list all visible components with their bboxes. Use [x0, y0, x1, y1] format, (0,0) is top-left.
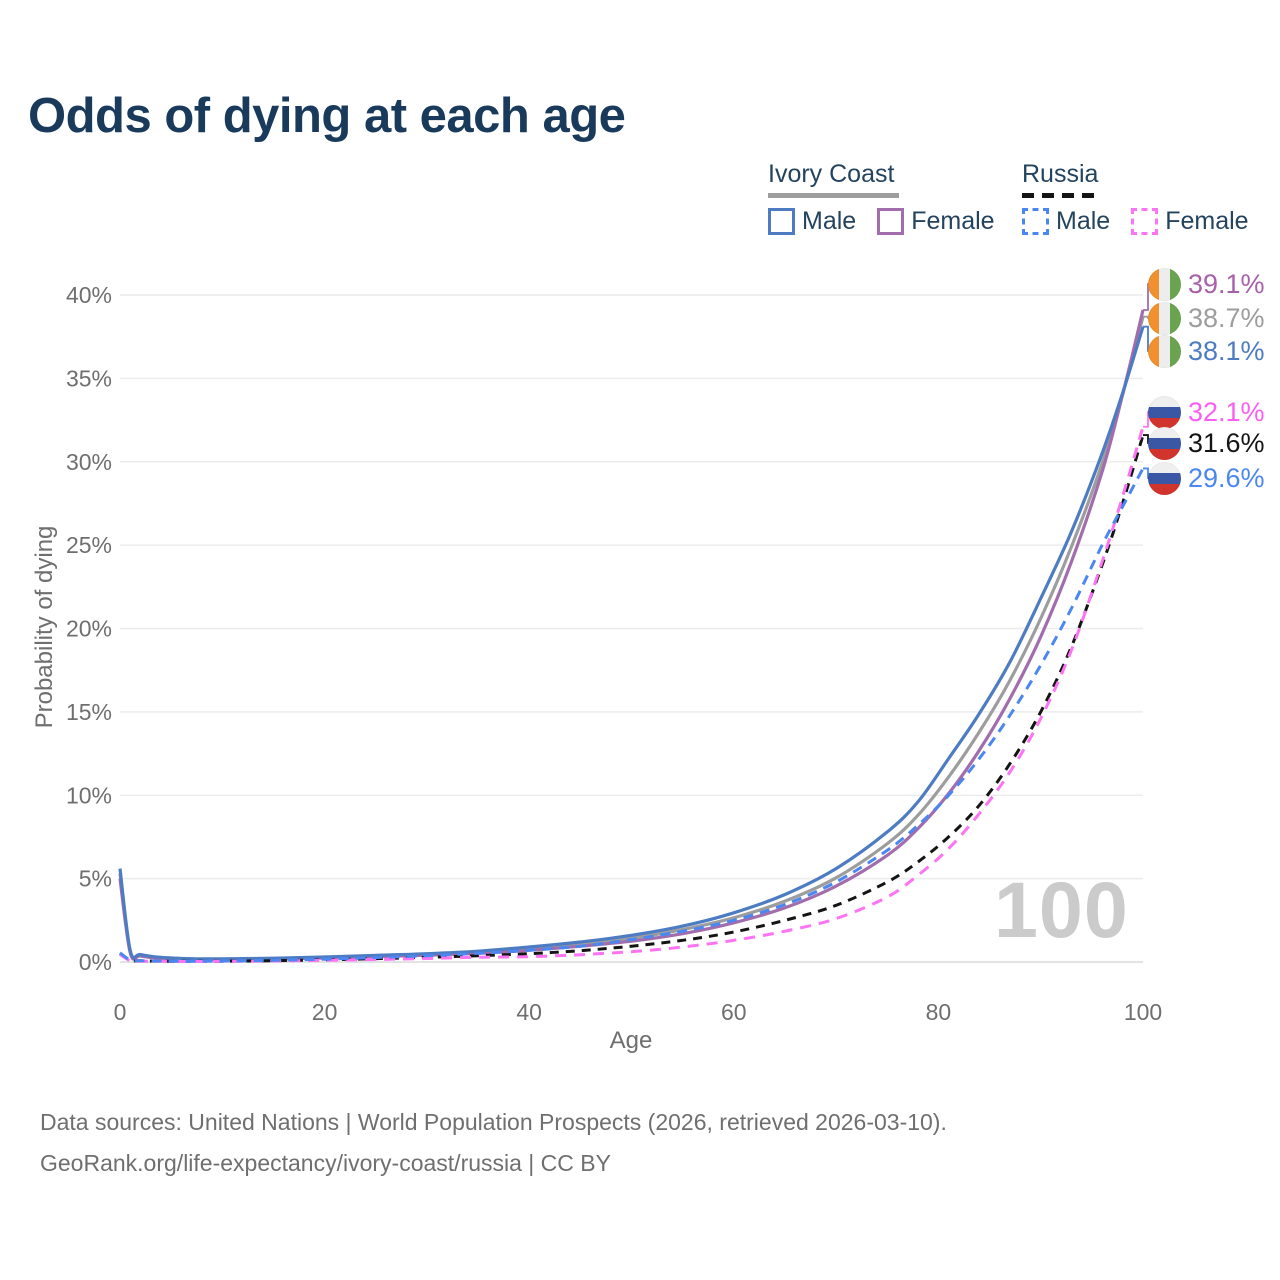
end-label-ivory-coast-male: 38.1%: [1148, 334, 1265, 368]
y-tick-label: 40%: [66, 282, 112, 308]
page-title: Odds of dying at each age: [28, 89, 626, 143]
end-label-value: 38.1%: [1188, 335, 1265, 366]
y-tick-label: 10%: [66, 782, 112, 808]
series-line-russia-both: [119, 434, 1145, 963]
legend-item-label: Male: [802, 206, 857, 235]
legend-item-ivory-coast-male: Male: [768, 207, 856, 236]
legend-item-label: Male: [1056, 206, 1111, 235]
russia-flag-icon: [1148, 426, 1181, 460]
x-tick-label: 80: [926, 999, 952, 1025]
end-label-ivory-coast-both: 38.7%: [1148, 301, 1265, 335]
y-tick-label: 15%: [66, 699, 112, 725]
y-tick-label: 25%: [66, 532, 112, 558]
current-age-watermark: 100: [994, 865, 1129, 954]
x-tick-label: 20: [312, 999, 338, 1025]
end-label-value: 39.1%: [1188, 268, 1265, 299]
legend-item-label: Female: [911, 206, 995, 235]
series-line-russia-male: [119, 467, 1145, 963]
end-label-value: 29.6%: [1188, 462, 1265, 493]
series-line-ivory-coast-female: [118, 309, 1145, 962]
y-tick-label: 5%: [79, 866, 112, 892]
y-tick-label: 35%: [66, 365, 112, 391]
legend-group-russia: Russia Male Female: [1022, 160, 1249, 236]
x-tick-label: 100: [1124, 999, 1162, 1025]
legend-item-russia-female: Female: [1131, 206, 1249, 236]
y-tick-label: 30%: [66, 449, 112, 475]
legend-swatch-icon: [768, 207, 795, 235]
legend-item-ivory-coast-female: Female: [877, 206, 995, 236]
end-label-russia-male: 29.6%: [1148, 461, 1265, 495]
end-label-value: 31.6%: [1188, 427, 1265, 458]
legend-group-title: Ivory Coast: [768, 160, 895, 188]
y-tick-label: 0%: [79, 949, 112, 975]
end-label-russia-female: 32.1%: [1148, 395, 1265, 429]
legend-linestyle-solid: [768, 192, 899, 198]
legend-group-ivory-coast: Ivory Coast Male Female: [768, 160, 995, 236]
ivory-coast-flag-icon: [1148, 267, 1181, 301]
series-line-ivory-coast-both: [118, 316, 1145, 961]
legend-item-label: Female: [1165, 206, 1249, 235]
x-tick-label: 40: [516, 999, 542, 1025]
y-tick-label: 20%: [66, 616, 112, 642]
legend-group-title: Russia: [1022, 160, 1099, 188]
x-tick-label: 0: [114, 999, 127, 1025]
series-line-ivory-coast-male: [118, 326, 1145, 961]
x-tick-label: 60: [721, 999, 747, 1025]
end-label-russia-both: 31.6%: [1148, 426, 1265, 460]
legend-item-russia-male: Male: [1022, 207, 1110, 236]
end-label-value: 38.7%: [1188, 302, 1265, 333]
y-axis-title: Probability of dying: [31, 525, 58, 729]
legend-linestyle-dashed: [1022, 192, 1096, 198]
data-sources-note: Data sources: United Nations | World Pop…: [40, 1109, 947, 1135]
russia-flag-icon: [1148, 395, 1181, 429]
russia-flag-icon: [1148, 461, 1181, 495]
legend-swatch-icon: [877, 207, 905, 235]
attribution-note: GeoRank.org/life-expectancy/ivory-coast/…: [40, 1150, 611, 1176]
ivory-coast-flag-icon: [1148, 334, 1181, 368]
legend-swatch-icon: [1131, 207, 1159, 235]
series-line-russia-female: [119, 426, 1145, 963]
ivory-coast-flag-icon: [1148, 301, 1181, 335]
end-label-value: 32.1%: [1188, 396, 1265, 427]
x-axis-title: Age: [609, 1027, 653, 1054]
end-label-ivory-coast-female: 39.1%: [1148, 267, 1265, 301]
legend-swatch-icon: [1022, 207, 1049, 235]
